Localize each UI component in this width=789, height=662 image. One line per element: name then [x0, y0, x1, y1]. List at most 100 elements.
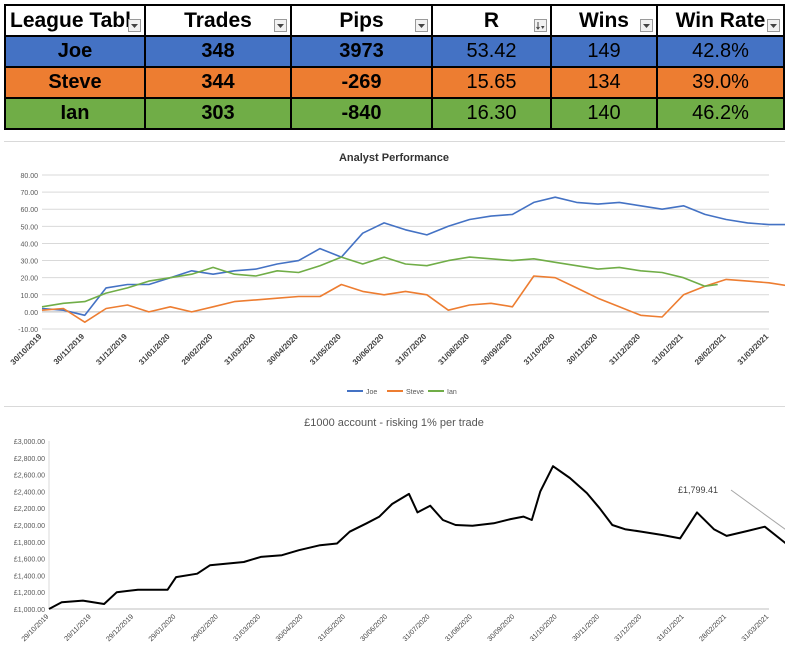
annotation-final-balance: £1,799.41 — [678, 485, 718, 495]
league-header-row: League Tabl Trades Pips R Wins Win Rate — [4, 4, 785, 37]
x-tick-label: 29/12/2019 — [105, 613, 135, 643]
x-tick-label: 30/10/2019 — [9, 332, 44, 367]
cell-r[interactable]: 15.65 — [431, 66, 552, 99]
cell-name[interactable]: Ian — [4, 97, 146, 130]
cell-name[interactable]: Steve — [4, 66, 146, 99]
cell-trades[interactable]: 344 — [144, 66, 292, 99]
header-label: R — [483, 8, 500, 32]
league-row-steve[interactable]: Steve 344 -269 15.65 134 39.0% — [4, 66, 785, 99]
cell-pips[interactable]: 3973 — [290, 35, 433, 68]
x-tick-label: 31/10/2020 — [529, 613, 559, 643]
cell-wins[interactable]: 134 — [550, 66, 658, 99]
y-tick-label: -10.00 — [18, 327, 38, 334]
sort-descending-icon — [536, 22, 545, 30]
header-label: Pips — [339, 8, 384, 32]
x-tick-label: 31/08/2020 — [436, 332, 471, 367]
legend-label-steve: Steve — [406, 389, 424, 396]
cell-wins[interactable]: 149 — [550, 35, 658, 68]
header-wins: Wins — [550, 4, 658, 37]
header-trades: Trades — [144, 4, 292, 37]
league-row-ian[interactable]: Ian 303 -840 16.30 140 46.2% — [4, 97, 785, 130]
chart-title: Analyst Performance — [339, 152, 449, 164]
x-tick-label: 31/03/2020 — [223, 332, 258, 367]
series-line-steve — [41, 275, 789, 323]
y-tick-label: £1,000.00 — [14, 607, 45, 614]
cell-trades[interactable]: 348 — [144, 35, 292, 68]
cell-pips[interactable]: -269 — [290, 66, 433, 99]
y-tick-label: £1,800.00 — [14, 540, 45, 547]
legend-label-joe: Joe — [366, 389, 377, 396]
cell-trades[interactable]: 303 — [144, 97, 292, 130]
legend-label-ian: Ian — [447, 389, 457, 396]
x-tick-label: 30/04/2020 — [265, 332, 300, 367]
x-tick-label: 31/01/2021 — [656, 613, 686, 643]
x-tick-label: 31/05/2020 — [317, 613, 347, 643]
header-r: R — [431, 4, 552, 37]
header-league-table: League Tabl — [4, 4, 146, 37]
y-tick-label: £2,200.00 — [14, 506, 45, 513]
x-tick-label: 31/05/2020 — [308, 332, 343, 367]
chevron-down-icon — [770, 24, 777, 28]
account-equity-chart[interactable]: £1000 account - risking 1% per trade £3,… — [4, 406, 789, 657]
x-tick-label: 29/02/2020 — [190, 613, 220, 643]
x-tick-label: 30/11/2019 — [52, 332, 87, 367]
header-label: Win Rate — [675, 8, 766, 32]
x-tick-label: 30/06/2020 — [360, 613, 390, 643]
x-tick-label: 29/01/2020 — [148, 613, 178, 643]
filter-dropdown-button[interactable] — [767, 19, 780, 32]
y-tick-label: 70.00 — [20, 190, 38, 197]
x-tick-label: 31/01/2020 — [137, 332, 172, 367]
x-tick-label: 31/08/2020 — [444, 613, 474, 643]
header-win-rate: Win Rate — [656, 4, 785, 37]
x-tick-label: 31/03/2021 — [736, 332, 771, 367]
filter-dropdown-button[interactable] — [415, 19, 428, 32]
cell-name[interactable]: Joe — [4, 35, 146, 68]
x-tick-label: 30/11/2020 — [572, 613, 601, 642]
x-tick-label: 30/04/2020 — [275, 613, 305, 643]
x-tick-label: 29/11/2019 — [63, 613, 92, 642]
analyst-performance-svg: Analyst Performance 80.00 70.00 60.00 50.00… — [9, 152, 789, 396]
filter-dropdown-button[interactable] — [640, 19, 653, 32]
sort-descending-button[interactable] — [534, 19, 547, 32]
cell-win-rate[interactable]: 42.8% — [656, 35, 785, 68]
x-tick-label: 29/10/2019 — [21, 613, 51, 643]
x-tick-label: 29/02/2020 — [180, 332, 215, 367]
y-tick-label: 0.00 — [24, 310, 38, 317]
series-line-ian — [41, 256, 718, 308]
x-tick-label: 31/07/2020 — [402, 613, 432, 643]
cell-win-rate[interactable]: 46.2% — [656, 97, 785, 130]
analyst-performance-chart[interactable]: Analyst Performance 80.00 70.00 60.00 50.00… — [4, 141, 789, 406]
filter-dropdown-button[interactable] — [274, 19, 287, 32]
annotation-leader-line — [730, 489, 789, 533]
header-label: Wins — [579, 8, 629, 32]
chevron-down-icon — [277, 24, 284, 28]
y-tick-label: £2,000.00 — [14, 523, 45, 530]
x-tick-label: 31/01/2021 — [650, 332, 685, 367]
y-tick-label: 30.00 — [20, 259, 38, 266]
y-tick-label: £2,400.00 — [14, 489, 45, 496]
x-tick-label: 31/12/2020 — [607, 332, 642, 367]
cell-win-rate[interactable]: 39.0% — [656, 66, 785, 99]
cell-r[interactable]: 16.30 — [431, 97, 552, 130]
chevron-down-icon — [418, 24, 425, 28]
y-tick-label: 10.00 — [20, 293, 38, 300]
x-tick-label: 30/06/2020 — [351, 332, 386, 367]
x-tick-label: 31/07/2020 — [394, 332, 429, 367]
cell-pips[interactable]: -840 — [290, 97, 433, 130]
cell-r[interactable]: 53.42 — [431, 35, 552, 68]
cell-wins[interactable]: 140 — [550, 97, 658, 130]
y-tick-label: £3,000.00 — [14, 439, 45, 446]
header-label: Trades — [184, 8, 252, 32]
series-line-joe — [41, 196, 789, 317]
series-line-0 — [48, 465, 789, 610]
chart-title: £1000 account - risking 1% per trade — [304, 417, 484, 429]
x-tick-label: 28/02/2021 — [698, 613, 728, 643]
y-tick-label: 60.00 — [20, 207, 38, 214]
y-tick-label: £1,200.00 — [14, 590, 45, 597]
y-tick-label: £1,600.00 — [14, 557, 45, 564]
filter-dropdown-button[interactable] — [128, 19, 141, 32]
x-tick-label: 31/03/2021 — [741, 613, 771, 643]
league-row-joe[interactable]: Joe 348 3973 53.42 149 42.8% — [4, 35, 785, 68]
y-tick-label: £1,400.00 — [14, 573, 45, 580]
x-tick-label: 31/12/2020 — [614, 613, 644, 643]
